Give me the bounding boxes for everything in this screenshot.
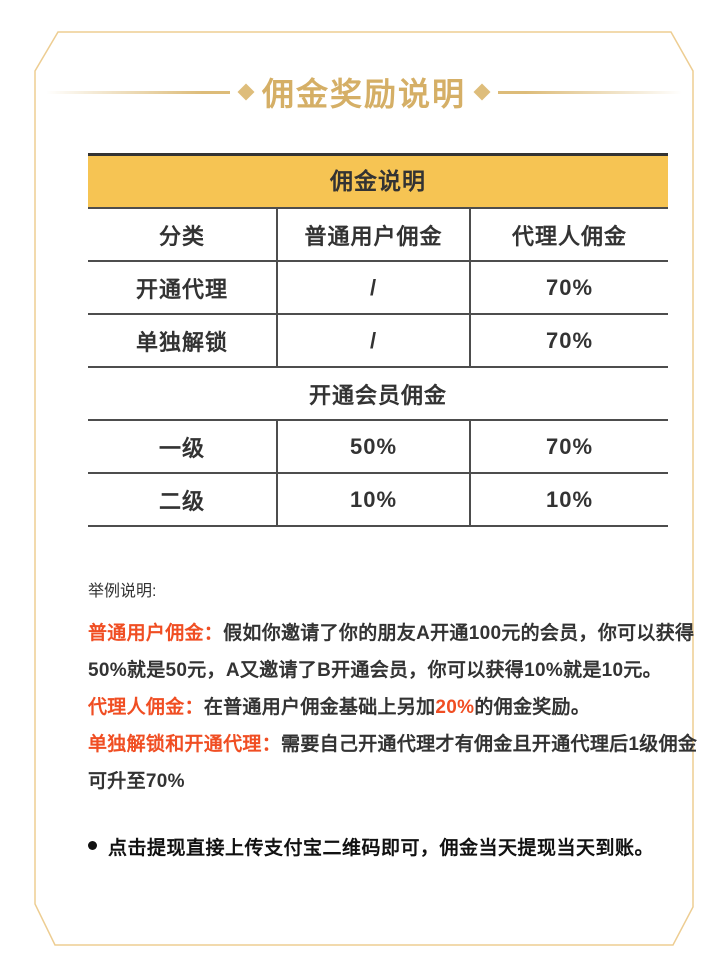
highlight-percent: 20%	[435, 697, 475, 718]
row-user-value: 10%	[276, 474, 469, 525]
row-category: 一级	[158, 435, 205, 461]
row-agent-value: 70%	[469, 421, 668, 472]
table-row: 单独解锁 / 70%	[88, 315, 668, 368]
example-text: 的佣金奖励。	[474, 697, 591, 718]
bullet-icon	[88, 841, 97, 850]
column-header-agent-commission: 代理人佣金	[469, 209, 668, 260]
row-user-value: /	[276, 262, 469, 313]
row-category: 开通代理	[135, 276, 228, 302]
example-text: 50%就是50元，A又邀请了B开通会员，你可以获得10%就是10元。	[88, 660, 662, 681]
examples-heading: 举例说明:	[88, 583, 157, 600]
row-agent-value: 70%	[469, 315, 668, 366]
example-label: 普通用户佣金：	[88, 623, 224, 644]
withdraw-footnote: 点击提现直接上传支付宝二维码即可，佣金当天提现当天到账。	[88, 833, 673, 860]
table-column-header-row: 分类 普通用户佣金 代理人佣金	[88, 209, 668, 262]
commission-table: 佣金说明 分类 普通用户佣金 代理人佣金 开通代理 / 70% 单独解锁 / 7…	[88, 153, 668, 527]
table-row: 开通代理 / 70%	[88, 262, 668, 315]
example-unlock-agent-line1: 单独解锁和开通代理：需要自己开通代理才有佣金且开通代理后1级佣金	[88, 726, 697, 763]
example-text: 假如你邀请了你的朋友A开通100元的会员，你可以获得	[223, 623, 695, 644]
diamond-icon	[237, 83, 255, 101]
example-agent-commission-line: 代理人佣金：在普通用户佣金基础上另加20%的佣金奖励。	[88, 689, 656, 726]
example-user-commission-line1: 普通用户佣金：假如你邀请了你的朋友A开通100元的会员，你可以获得	[88, 615, 694, 652]
diamond-icon	[473, 83, 491, 101]
row-category: 二级	[158, 488, 205, 514]
page-title: 佣金奖励说明	[261, 75, 466, 113]
row-category: 单独解锁	[135, 329, 228, 355]
table-title-band: 佣金说明	[88, 156, 668, 209]
example-label: 单独解锁和开通代理：	[88, 734, 282, 755]
table-row: 一级 50% 70%	[88, 421, 668, 474]
footnote-text: 点击提现直接上传支付宝二维码即可，佣金当天提现当天到账。	[108, 838, 655, 859]
title-left-line	[45, 90, 230, 94]
example-text: 需要自己开通代理才有佣金且开通代理后1级佣金	[281, 734, 698, 755]
row-agent-value: 70%	[469, 262, 668, 313]
example-unlock-agent-line2: 可升至70%	[88, 763, 656, 800]
example-text: 可升至70%	[88, 771, 185, 792]
example-user-commission-line2: 50%就是50元，A又邀请了B开通会员，你可以获得10%就是10元。	[88, 652, 662, 689]
column-header-user-commission: 普通用户佣金	[276, 209, 469, 260]
example-label: 代理人佣金：	[88, 697, 204, 718]
row-user-value: 50%	[276, 421, 469, 472]
examples-section: 举例说明: 普通用户佣金：假如你邀请了你的朋友A开通100元的会员，你可以获得 …	[88, 577, 697, 800]
example-text: 在普通用户佣金基础上另加	[203, 697, 436, 718]
page-title-row: 佣金奖励说明	[0, 70, 728, 114]
table-section-row: 开通会员佣金	[88, 368, 668, 421]
table-row: 二级 10% 10%	[88, 474, 668, 527]
title-right-line	[498, 90, 682, 94]
column-header-category: 分类	[158, 223, 205, 249]
row-user-value: /	[276, 315, 469, 366]
row-agent-value: 10%	[469, 474, 668, 525]
